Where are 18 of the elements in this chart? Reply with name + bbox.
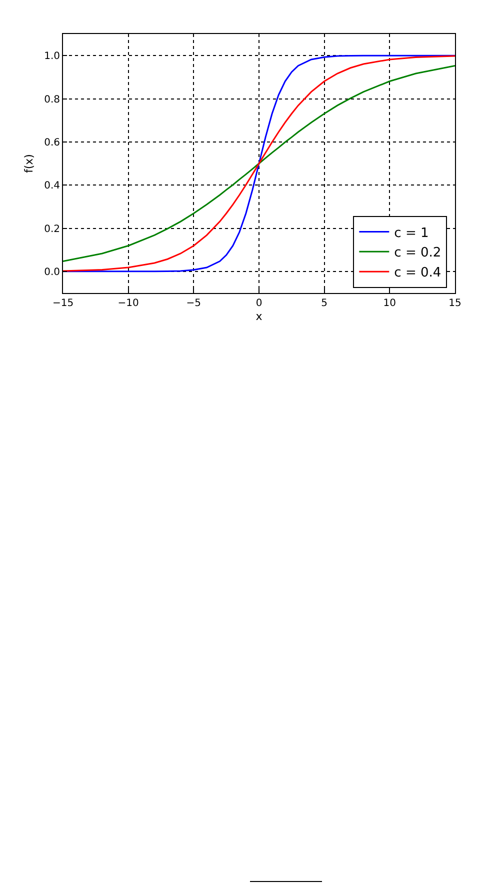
x-tick-label: −15 xyxy=(52,298,74,309)
x-tick-label: 5 xyxy=(321,298,328,309)
y-tick-label: 0.0 xyxy=(44,266,60,278)
legend-label: c = 0.4 xyxy=(394,266,442,281)
y-tick-label: 0.6 xyxy=(44,137,60,148)
y-axis-title: f(x) xyxy=(22,154,36,173)
x-tick-label: 0 xyxy=(256,298,262,309)
x-tick-label: 15 xyxy=(448,298,462,309)
x-tick-label: −5 xyxy=(186,298,202,309)
x-axis-title: x xyxy=(256,310,263,324)
x-tick-label: −10 xyxy=(118,298,139,309)
x-tick-label: 10 xyxy=(383,298,396,309)
legend-label: c = 0.2 xyxy=(394,246,442,261)
y-tick-label: 0.8 xyxy=(44,94,60,106)
y-tick-label: 0.2 xyxy=(44,224,60,235)
y-tick-label: 1.0 xyxy=(44,51,60,62)
legend-label: c = 1 xyxy=(394,226,429,241)
y-tick-label: 0.4 xyxy=(44,180,60,192)
